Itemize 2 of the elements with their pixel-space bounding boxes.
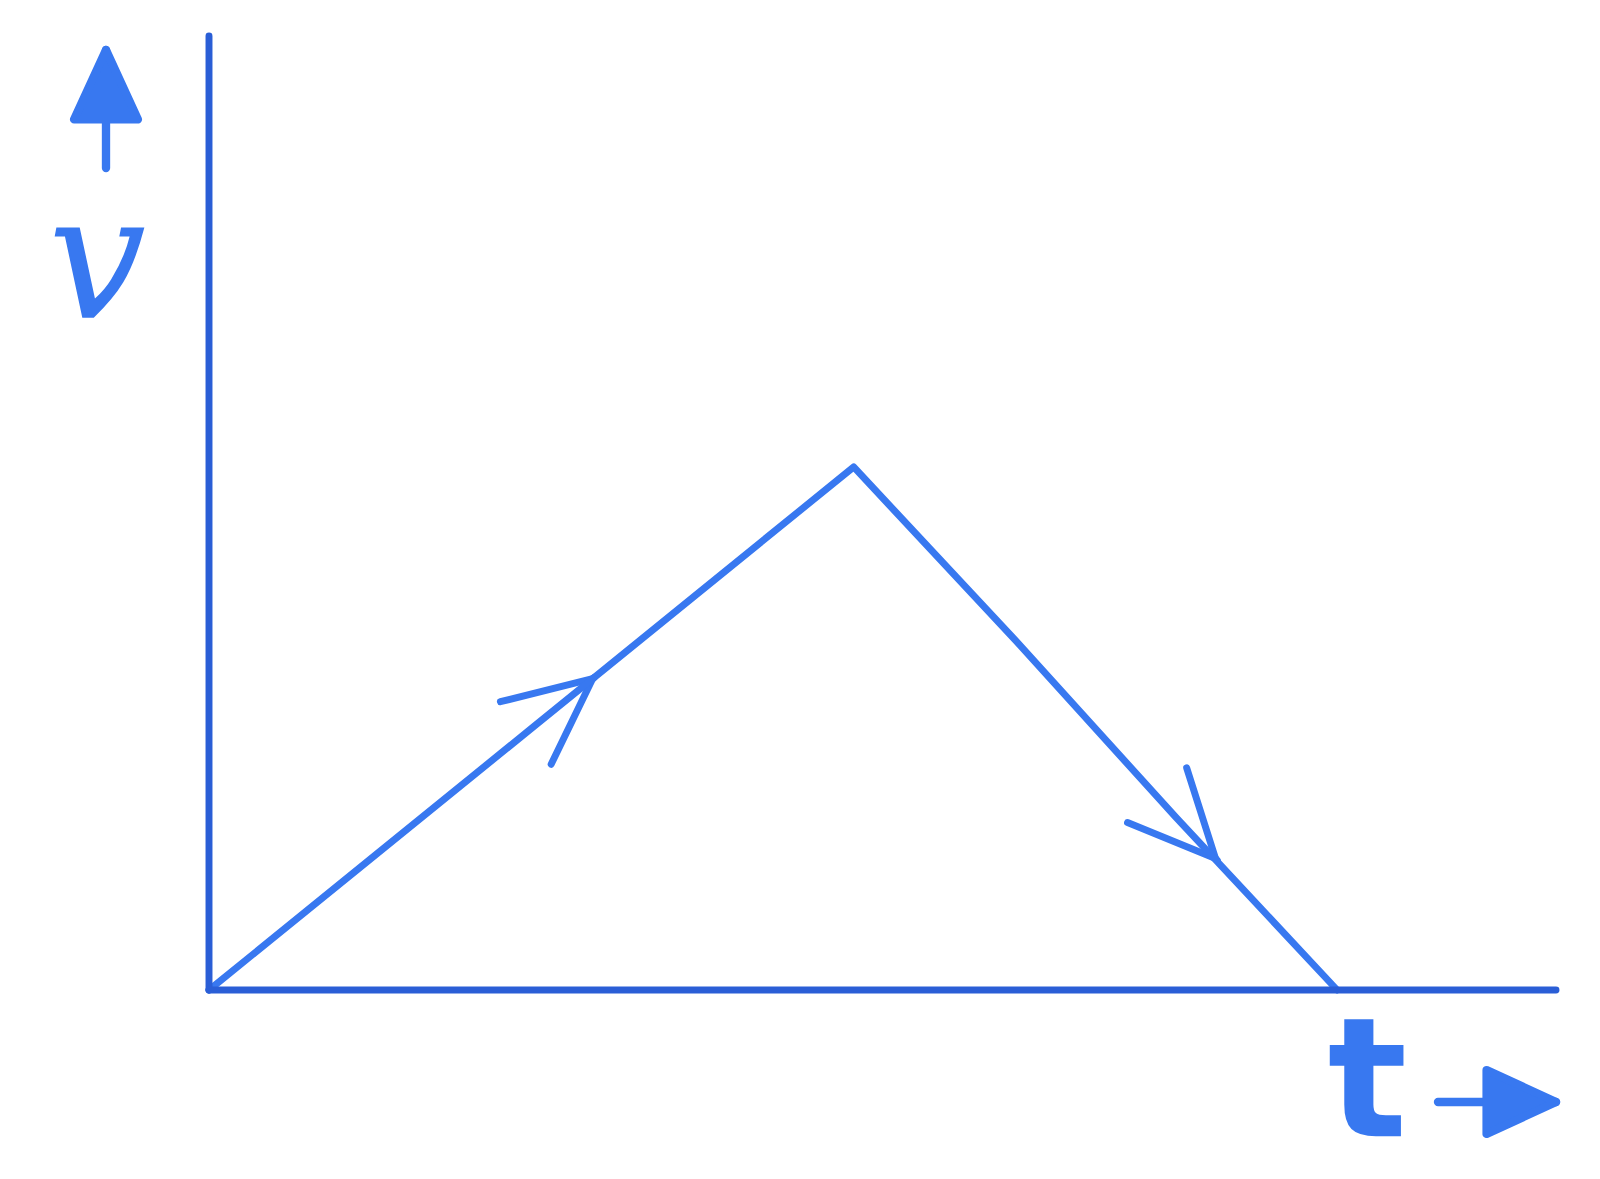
x-axis-title: t bbox=[1329, 1019, 1404, 1137]
y-axis-title: v bbox=[54, 227, 145, 318]
